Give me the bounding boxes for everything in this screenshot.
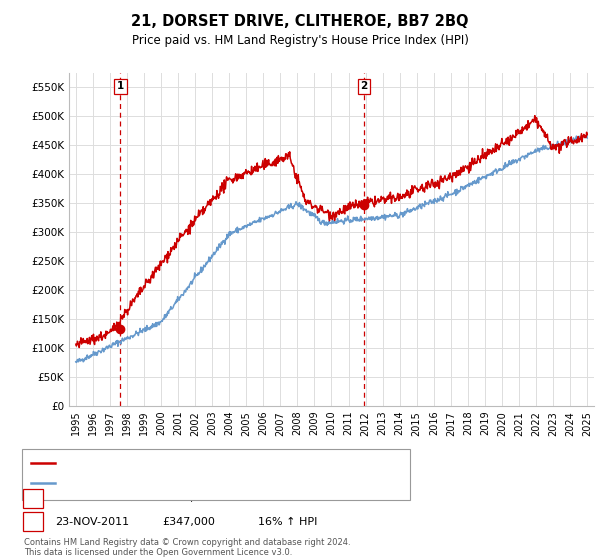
Text: Price paid vs. HM Land Registry's House Price Index (HPI): Price paid vs. HM Land Registry's House …: [131, 34, 469, 46]
Text: £132,767: £132,767: [162, 493, 215, 503]
Text: 2: 2: [29, 517, 37, 527]
Text: 1: 1: [29, 493, 37, 503]
Text: 23-NOV-2011: 23-NOV-2011: [55, 517, 130, 527]
Text: Contains HM Land Registry data © Crown copyright and database right 2024.
This d: Contains HM Land Registry data © Crown c…: [24, 538, 350, 557]
Text: 27% ↑ HPI: 27% ↑ HPI: [258, 493, 317, 503]
Text: 14-AUG-1997: 14-AUG-1997: [55, 493, 130, 503]
Text: 2: 2: [360, 81, 368, 91]
Text: 16% ↑ HPI: 16% ↑ HPI: [258, 517, 317, 527]
Text: 21, DORSET DRIVE, CLITHEROE, BB7 2BQ (detached house): 21, DORSET DRIVE, CLITHEROE, BB7 2BQ (de…: [58, 458, 368, 468]
Text: HPI: Average price, detached house, Ribble Valley: HPI: Average price, detached house, Ribb…: [58, 478, 319, 488]
Text: £347,000: £347,000: [162, 517, 215, 527]
Text: 1: 1: [117, 81, 124, 91]
Text: 21, DORSET DRIVE, CLITHEROE, BB7 2BQ: 21, DORSET DRIVE, CLITHEROE, BB7 2BQ: [131, 14, 469, 29]
